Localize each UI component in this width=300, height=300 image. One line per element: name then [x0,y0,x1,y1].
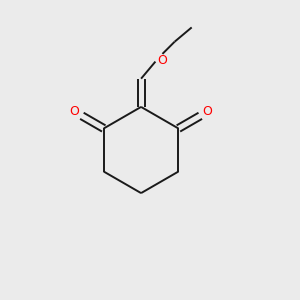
Text: O: O [202,105,212,118]
Text: O: O [157,54,167,67]
Text: O: O [70,105,80,118]
